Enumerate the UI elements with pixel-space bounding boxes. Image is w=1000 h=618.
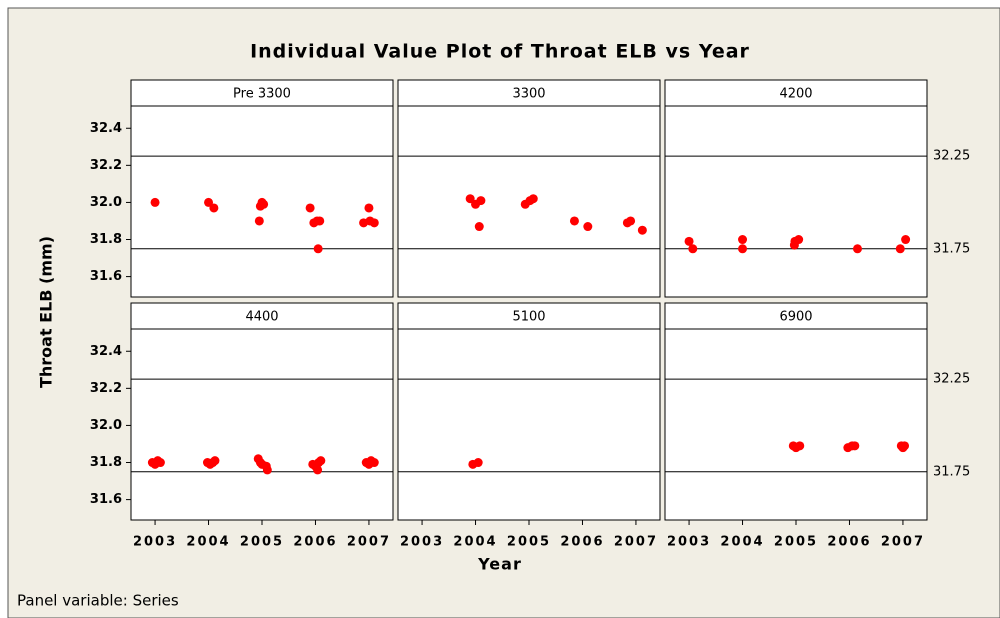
x-tick-label: 2005: [240, 535, 284, 550]
data-point: [637, 225, 647, 235]
data-point: [473, 458, 483, 468]
data-point: [895, 244, 905, 254]
y-tick-label: 32.2: [90, 381, 122, 396]
reference-label: 32.25: [933, 372, 970, 387]
y-tick-label: 31.8: [90, 232, 122, 247]
panel-frame: [664, 328, 928, 521]
data-point: [850, 441, 860, 451]
data-point: [204, 197, 214, 207]
data-point: [254, 216, 264, 226]
data-point: [259, 199, 269, 209]
data-point: [364, 203, 374, 213]
reference-label: 32.25: [933, 149, 970, 164]
x-tick-label: 2004: [186, 535, 230, 550]
panel-title: 4400: [245, 310, 278, 325]
x-tick-label: 2004: [720, 535, 764, 550]
y-tick-label: 32.4: [90, 121, 122, 136]
panel-strip: [130, 79, 394, 107]
panel-title: 4200: [779, 87, 812, 102]
data-point: [315, 216, 325, 226]
data-point: [688, 244, 698, 254]
data-point: [738, 244, 748, 254]
data-point: [795, 441, 805, 451]
data-point: [210, 456, 220, 466]
data-point: [569, 216, 579, 226]
data-point: [369, 218, 379, 228]
y-axis-label: Throat ELB (mm): [37, 236, 56, 388]
y-tick-label: 31.8: [90, 455, 122, 470]
data-point: [738, 235, 748, 245]
panel-note: Panel variable: Series: [17, 592, 179, 610]
panel-title: Pre 3300: [233, 87, 291, 102]
panel-strip: [397, 79, 661, 107]
x-tick-label: 2003: [400, 535, 444, 550]
x-tick-label: 2003: [133, 535, 177, 550]
data-point: [583, 222, 593, 232]
reference-label: 31.75: [933, 464, 970, 479]
reference-label: 31.75: [933, 241, 970, 256]
data-point: [528, 194, 538, 204]
x-axis-label: Year: [477, 555, 522, 574]
y-tick-label: 32.4: [90, 344, 122, 359]
data-point: [901, 235, 911, 245]
x-tick-label: 2005: [774, 535, 818, 550]
panel-strip: [130, 302, 394, 330]
data-point: [316, 456, 326, 466]
data-point: [305, 203, 315, 213]
data-point: [262, 465, 272, 475]
data-point: [476, 196, 486, 206]
x-tick-label: 2007: [614, 535, 658, 550]
panel-frame: [130, 328, 394, 521]
data-point: [474, 222, 484, 232]
panel-title: 5100: [512, 310, 545, 325]
chart-title: Individual Value Plot of Throat ELB vs Y…: [250, 41, 750, 63]
data-point: [684, 236, 694, 246]
x-tick-label: 2004: [453, 535, 497, 550]
y-tick-label: 32.2: [90, 158, 122, 173]
x-tick-label: 2007: [881, 535, 925, 550]
y-tick-label: 31.6: [90, 269, 122, 284]
data-point: [209, 203, 219, 213]
y-tick-label: 32.0: [90, 195, 122, 210]
data-point: [789, 240, 799, 250]
panel-strip: [664, 79, 928, 107]
x-tick-label: 2007: [347, 535, 391, 550]
x-tick-label: 2006: [293, 535, 337, 550]
data-point: [852, 244, 862, 254]
data-point: [626, 216, 636, 226]
x-tick-label: 2003: [667, 535, 711, 550]
panel-frame: [397, 328, 661, 521]
x-tick-label: 2006: [827, 535, 871, 550]
data-point: [155, 458, 165, 468]
panel-title: 3300: [512, 87, 545, 102]
y-tick-label: 32.0: [90, 418, 122, 433]
y-tick-label: 31.6: [90, 492, 122, 507]
x-tick-label: 2006: [560, 535, 604, 550]
data-point: [465, 194, 475, 204]
data-point: [369, 458, 379, 468]
data-point: [900, 441, 910, 451]
data-point: [313, 465, 323, 475]
panel-title: 6900: [779, 310, 812, 325]
data-point: [150, 197, 160, 207]
panel-strip: [397, 302, 661, 330]
data-point: [313, 244, 323, 254]
panel-frame: [664, 105, 928, 298]
x-tick-label: 2005: [507, 535, 551, 550]
